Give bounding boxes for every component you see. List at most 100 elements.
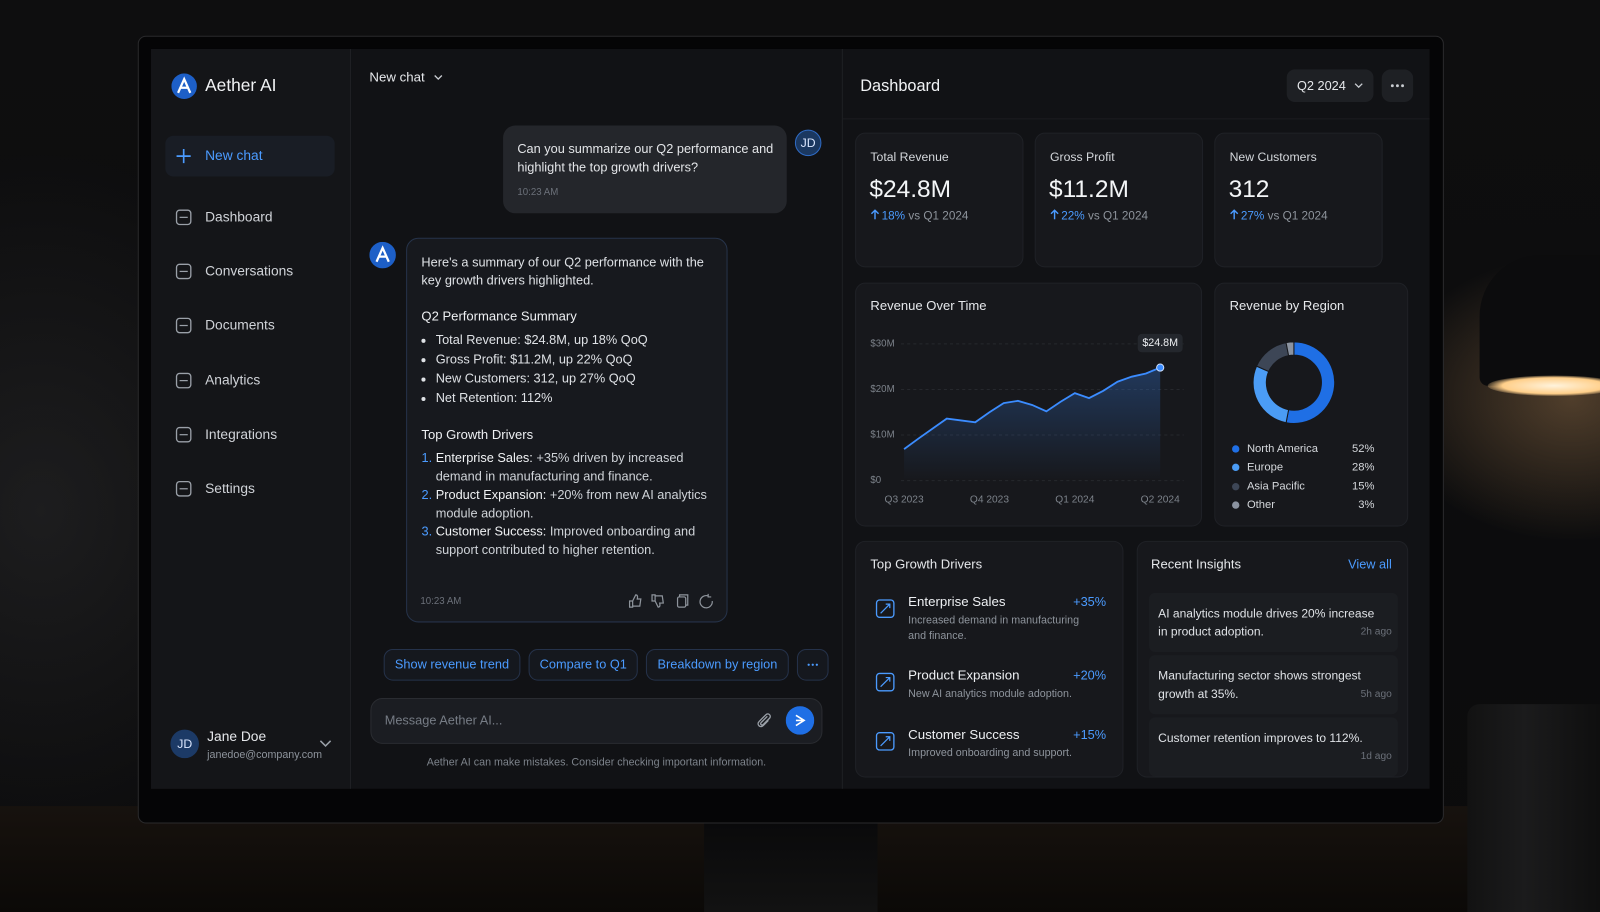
assistant-intro: Here's a summary of our Q2 performance w…	[421, 255, 704, 288]
driver-label: Enterprise Sales:	[435, 451, 533, 466]
assistant-bubble: Here's a summary of our Q2 performance w…	[406, 237, 728, 623]
view-all-link[interactable]: View all	[1348, 557, 1392, 572]
driver-label: Product Expansion:	[435, 487, 547, 503]
more-button[interactable]	[1381, 69, 1414, 103]
summary-item: Total Revenue: $24.8M, up 18% QoQ	[436, 331, 713, 350]
kpi-value: $24.8M	[869, 175, 952, 204]
summary-item: Net Retention: 112%	[436, 389, 713, 408]
more-suggestions[interactable]	[796, 648, 829, 681]
drivers-list: Enterprise Sales: +35% driven by increas…	[421, 450, 712, 559]
assistant-avatar	[369, 241, 396, 269]
summary-list: Total Revenue: $24.8M, up 18% QoQGross P…	[421, 331, 712, 409]
kpi-comparison: vs Q1 2024	[1087, 210, 1149, 223]
insights-title: Recent Insights	[1151, 556, 1242, 572]
driver-description: Increased demand in manufacturing and fi…	[908, 614, 1080, 642]
input-placeholder: Message Aether AI...	[384, 713, 503, 728]
region-chart-title: Revenue by Region	[1229, 297, 1345, 314]
dashboard-title: Dashboard	[860, 77, 941, 95]
message-actions[interactable]	[627, 593, 715, 609]
insight-age: 5h ago	[1360, 688, 1392, 700]
period-chevron	[1354, 83, 1363, 89]
user-menu-chevron[interactable]	[319, 740, 332, 748]
period-label: Q2 2024	[1296, 78, 1346, 93]
user-message-avatar: JD	[794, 129, 822, 157]
suggestion-chip[interactable]: Breakdown by region	[646, 648, 789, 681]
kpi-value: 312	[1228, 175, 1270, 204]
chat-title-chevron	[434, 75, 443, 81]
new-chat-label: New chat	[205, 147, 263, 164]
kpi-card	[855, 132, 1024, 268]
suggestions: Show revenue trend Compare to Q1 Breakdown…	[383, 648, 829, 681]
insight-item	[1148, 592, 1398, 653]
driver-label: Customer Success:	[435, 524, 547, 539]
kpi-label: Total Revenue	[870, 149, 949, 165]
mug	[1467, 704, 1600, 912]
nav-label[interactable]: Conversations	[205, 263, 294, 279]
logo	[171, 73, 197, 99]
driver-change: +20%	[1073, 668, 1107, 683]
user-message: Can you summarize our Q2 performance and…	[517, 141, 774, 175]
attach-icon[interactable]	[756, 711, 772, 729]
user-avatar[interactable]: JD	[170, 729, 199, 759]
kpi-card	[1034, 132, 1204, 268]
chat-title[interactable]: New chat	[369, 69, 425, 85]
period-selector[interactable]	[1286, 69, 1374, 103]
insight-text: Customer retention improves to 112%.	[1158, 730, 1363, 745]
kpi-comparison: vs Q1 2024	[908, 210, 969, 223]
user-bubble	[503, 125, 787, 214]
nav-label[interactable]: Documents	[205, 317, 275, 333]
kpi-label: Gross Profit	[1049, 149, 1115, 165]
insight-age: 2h ago	[1360, 626, 1392, 638]
kpi-change: 18%	[881, 210, 906, 223]
insight-text: Manufacturing sector shows strongest gro…	[1158, 668, 1361, 702]
driver-text: Improved onboarding and support contribu…	[435, 524, 696, 557]
region-chart-card	[1214, 282, 1409, 527]
up-arrow	[870, 209, 880, 220]
driver-change: +15%	[1073, 727, 1107, 742]
kpi-value: $11.2M	[1048, 175, 1129, 204]
driver-text: +20% from new AI analytics module adopti…	[435, 487, 707, 520]
driver-change: +35%	[1073, 594, 1107, 610]
kpi-change-row: 22% vs Q1 2024	[1050, 209, 1148, 223]
insight-age: 1d ago	[1360, 751, 1392, 763]
message-input[interactable]	[370, 697, 823, 744]
nav-label[interactable]: Analytics	[205, 372, 261, 388]
drivers-title: Top Growth Drivers	[421, 426, 534, 442]
summary-title: Q2 Performance Summary	[421, 308, 577, 324]
plus-icon	[176, 148, 191, 164]
nav-label[interactable]: Integrations	[205, 426, 278, 442]
user-message-time: 10:23 AM	[517, 186, 559, 198]
send-button[interactable]	[785, 706, 815, 735]
driver-description: Improved onboarding and support.	[908, 746, 1072, 760]
new-chat-button[interactable]	[165, 135, 335, 177]
nav-label[interactable]: Dashboard	[205, 209, 273, 225]
summary-item: Gross Profit: $11.2M, up 22% QoQ	[436, 350, 713, 369]
driver-text: +35% driven by increased demand in manuf…	[435, 451, 684, 484]
growth-drivers-title: Top Growth Drivers	[870, 556, 983, 572]
kpi-card	[1214, 132, 1383, 268]
monitor-stand	[704, 821, 878, 912]
dashboard-header-divider	[842, 118, 1430, 120]
driver-item: Enterprise Sales: +35% driven by increas…	[436, 450, 713, 486]
lamp	[1479, 255, 1600, 386]
assistant-time: 10:23 AM	[420, 595, 462, 608]
disclaimer: Aether AI can make mistakes. Consider ch…	[426, 756, 767, 769]
kpi-comparison: vs Q1 2024	[1267, 210, 1328, 223]
driver-name: Customer Success	[908, 726, 1020, 742]
kpi-change-row: 27% vs Q1 2024	[1230, 209, 1328, 223]
suggestion-chip[interactable]: Compare to Q1	[528, 648, 639, 681]
suggestion-chip[interactable]: Show revenue trend	[383, 648, 521, 681]
revenue-chart-card	[855, 282, 1203, 527]
driver-item: Customer Success: Improved onboarding an…	[436, 523, 713, 559]
kpi-change: 22%	[1061, 210, 1085, 223]
driver-item: Product Expansion: +20% from new AI anal…	[436, 487, 713, 523]
up-arrow	[1050, 209, 1059, 220]
insight-item	[1148, 655, 1398, 715]
kpi-change-row: 18% vs Q1 2024	[870, 209, 968, 223]
up-arrow	[1230, 209, 1239, 220]
kpi-change: 27%	[1240, 210, 1265, 223]
nav-label[interactable]: Settings	[205, 480, 255, 496]
brand-name: Aether AI	[205, 75, 277, 95]
